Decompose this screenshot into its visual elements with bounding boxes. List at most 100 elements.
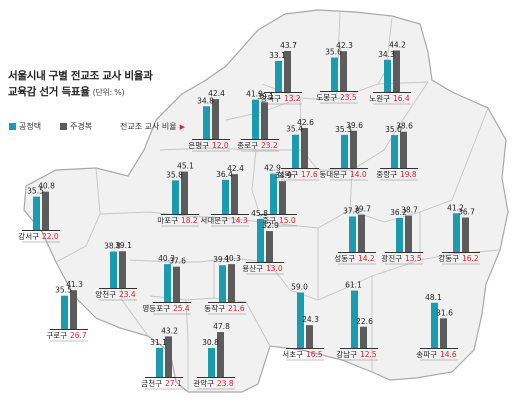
value-label-gong: 35.8 xyxy=(166,170,183,179)
district-name: 강남구 xyxy=(336,349,357,359)
value-label-ju: 38.7 xyxy=(401,206,418,215)
legend-gong-swatch xyxy=(9,123,16,130)
district-name: 중랑구 xyxy=(376,170,397,179)
value-label-ju: 39.1 xyxy=(115,241,132,250)
ratio-label: 16.2 xyxy=(462,254,479,263)
district-group-1: 35.642.3 도봉구 23.5 xyxy=(316,41,358,104)
district-group-6: 35.339.6 동대문구 14.0 xyxy=(319,121,368,181)
value-label-ju: 43.7 xyxy=(280,41,297,50)
bar-gong xyxy=(275,60,282,92)
value-label-ju: 41.3 xyxy=(66,280,83,289)
bar-gong xyxy=(351,290,358,348)
bar-gong xyxy=(349,216,356,252)
district-group-7: 35.038.6 중랑구 19.8 xyxy=(376,122,418,181)
district-border-11 xyxy=(267,249,501,301)
value-label-ju: 37.6 xyxy=(169,257,186,266)
ratio-label: 16.5 xyxy=(306,350,323,359)
district-group-9: 36.442.4 서대문구 14.3 xyxy=(200,164,249,227)
value-label-ju: 44.2 xyxy=(389,40,406,49)
district-border-10 xyxy=(129,257,269,263)
value-label-gong: 37.8 xyxy=(343,206,360,215)
ratio-label: 13.5 xyxy=(405,254,422,263)
district-group-0: 33.143.7 강북구 13.2 xyxy=(260,41,302,105)
value-label-gong: 36.2 xyxy=(390,208,407,217)
bar-gong xyxy=(331,57,338,91)
bar-ju xyxy=(217,332,224,377)
value-label-ju: 42.4 xyxy=(227,164,244,173)
value-label-gong: 33.1 xyxy=(269,51,286,60)
value-label-ju: 38.6 xyxy=(396,122,413,131)
legend-ratio-arrow-icon: ▶ xyxy=(179,122,185,131)
legend-ju: 주경복 xyxy=(60,121,92,132)
chart-title-line2: 교육감 선거 득표율 (단위: %) xyxy=(8,84,125,99)
district-name: 강서구 xyxy=(18,231,39,241)
ratio-label: 25.4 xyxy=(173,304,190,313)
ratio-label: 13.0 xyxy=(266,264,283,273)
value-label-gong: 35.5 xyxy=(27,187,44,196)
value-label-ju: 39.6 xyxy=(346,121,363,130)
district-name: 종로구 xyxy=(237,141,258,150)
district-border-14 xyxy=(185,299,189,392)
ratio-label: 17.6 xyxy=(301,170,318,179)
bar-gong xyxy=(270,173,277,214)
bar-ju xyxy=(266,231,273,262)
value-label-ju: 36.7 xyxy=(458,208,475,217)
value-label-ju: 39.7 xyxy=(354,205,371,214)
value-label-gong: 48.1 xyxy=(425,293,442,302)
bar-ju xyxy=(119,251,126,288)
district-name: 용산구 xyxy=(242,263,263,273)
value-label-gong: 34.3 xyxy=(378,50,395,59)
district-name: 강동구 xyxy=(438,253,459,263)
district-group-23: 31.1 43.2 금천구 27.1 xyxy=(141,326,183,390)
value-label-gong: 61.1 xyxy=(345,281,362,290)
legend-ju-swatch xyxy=(60,123,67,130)
ratio-label: 23.5 xyxy=(340,93,357,102)
ratio-label: 14.0 xyxy=(350,170,367,179)
ratio-label: 18.2 xyxy=(181,216,198,225)
district-name: 성동구 xyxy=(334,254,355,263)
bar-ju xyxy=(42,191,49,230)
district-group-11: 35.540.8 강서구 22.0 xyxy=(18,182,60,243)
value-label-gong: 35.3 xyxy=(335,125,352,134)
bar-gong xyxy=(222,179,229,214)
bar-ju xyxy=(393,50,400,92)
bar-ju xyxy=(360,326,367,348)
value-label-gong: 39.1 xyxy=(213,255,230,264)
bar-gong xyxy=(431,302,438,348)
district-name: 송파구 xyxy=(416,350,437,359)
bar-ju xyxy=(231,174,238,214)
value-label-gong: 59.0 xyxy=(291,283,308,292)
chart-title-line1: 서울시내 구별 전교조 교사 비율과 xyxy=(8,70,153,82)
value-label-ju: 22.6 xyxy=(356,317,373,326)
value-label-gong: 35.0 xyxy=(385,125,402,134)
bar-gong xyxy=(33,196,40,230)
value-label-gong: 41.2 xyxy=(447,203,464,212)
bar-gong xyxy=(384,59,391,92)
district-group-18: 45.8 32.9 용산구 13.0 xyxy=(242,209,284,275)
value-label-gong: 35.6 xyxy=(325,48,342,57)
ratio-label: 14.6 xyxy=(440,350,457,359)
bar-gong xyxy=(252,99,259,139)
bar-ju xyxy=(284,50,291,92)
district-name: 은평구 xyxy=(188,140,209,150)
bar-gong xyxy=(219,265,226,302)
district-group-10: 42.934.9 중구 15.0 xyxy=(259,164,297,227)
bar-ju xyxy=(173,266,180,302)
district-name: 영등포구 xyxy=(142,303,170,313)
district-group-13: 36.238.7 광진구 13.5 xyxy=(381,206,423,265)
bar-ju xyxy=(212,99,219,139)
value-label-ju: 34.9 xyxy=(275,171,292,180)
bar-gong xyxy=(110,251,117,288)
district-name: 강북구 xyxy=(260,93,281,103)
district-name: 동작구 xyxy=(204,303,225,313)
district-name: 서대문구 xyxy=(200,216,228,225)
value-label-gong: 30.8 xyxy=(202,338,219,347)
bar-gong xyxy=(396,217,403,252)
ratio-label: 21.6 xyxy=(228,304,245,313)
bar-gong xyxy=(292,134,299,168)
district-group-17: 39.140.3 동작구 21.6 xyxy=(204,254,246,315)
district-border-7 xyxy=(55,167,101,263)
district-group-2: 34.344.2 노원구 16.4 xyxy=(369,40,411,105)
ratio-label: 14.3 xyxy=(231,216,248,225)
bar-ju xyxy=(400,131,407,168)
